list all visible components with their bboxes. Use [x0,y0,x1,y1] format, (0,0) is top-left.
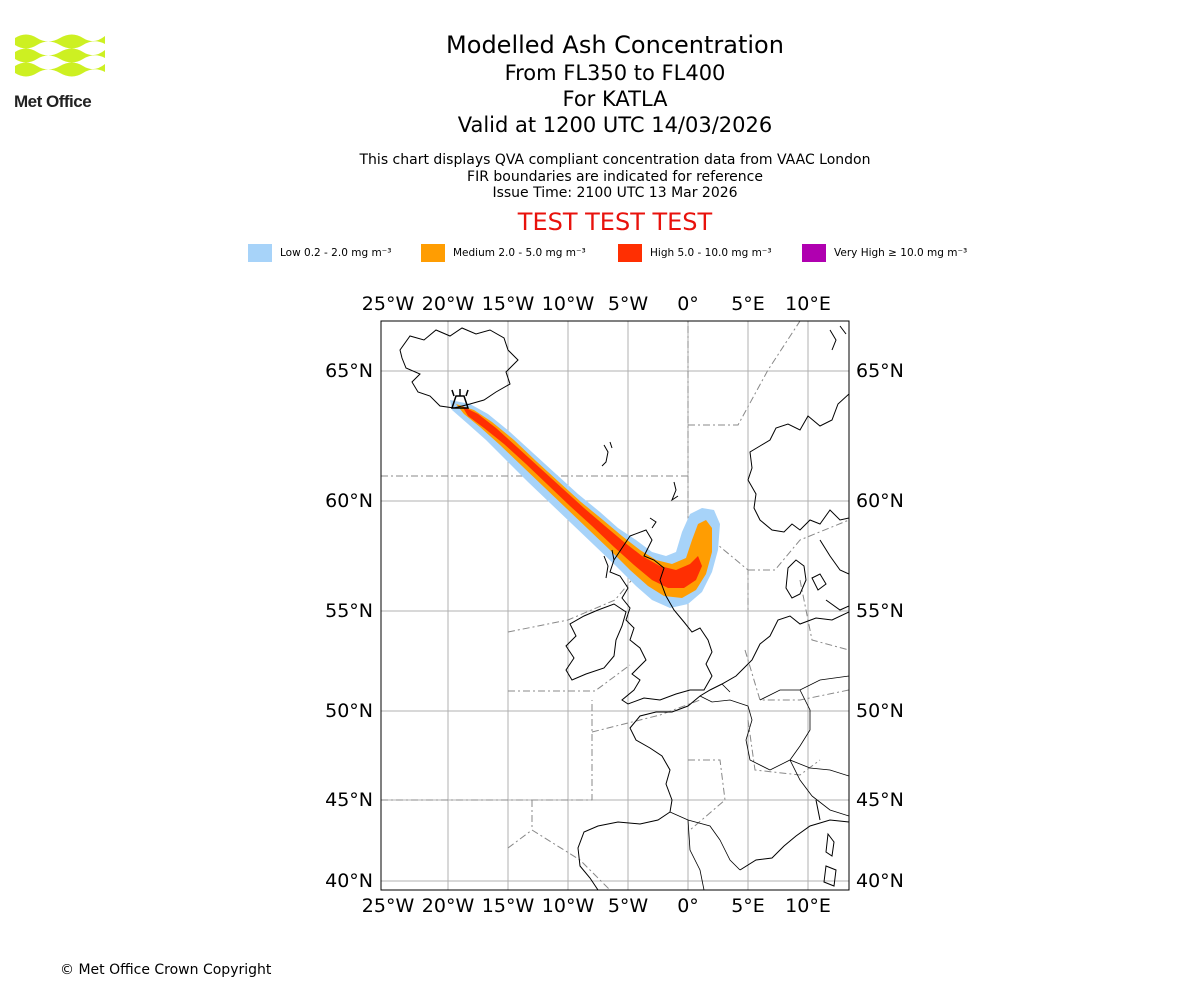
iceland-coastline [399,327,519,409]
hebrides [603,549,615,579]
lat-label: 40°N [856,870,904,892]
volcano-name: For KATLA [562,87,668,111]
copyright: © Met Office Crown Copyright [60,962,272,978]
fir-boundary [744,649,849,701]
met-office-waves-icon [15,34,105,77]
legend-label: Low 0.2 - 2.0 mg m⁻³ [280,247,392,259]
fir-boundary [687,476,749,611]
lat-label: 55°N [856,600,904,622]
ireland-coastline [565,603,627,681]
legend-label: Very High ≥ 10.0 mg m⁻³ [834,247,968,259]
lat-label: 50°N [856,700,904,722]
valid-time: Valid at 1200 UTC 14/03/2026 [457,113,773,137]
lat-label: 65°N [325,360,373,382]
legend-item-low: Low 0.2 - 2.0 mg m⁻³ [248,244,391,262]
lon-label: 10°E [785,895,831,917]
orkney-islands [649,517,657,529]
lon-label: 10°E [785,293,831,315]
chart-header: Modelled Ash Concentration From FL350 to… [315,30,915,236]
lat-label: 45°N [856,789,904,811]
sweden-south-coast [819,539,849,611]
corsica-sardinia [823,832,837,887]
svalbard-fragment [829,325,847,351]
lon-labels-top: 25°W 20°W 15°W 10°W 5°W 0° 5°E 10°E [362,293,831,315]
test-banner: TEST TEST TEST [517,207,713,236]
fir-boundary [748,519,849,571]
legend-swatch [618,244,642,262]
ash-plume-high [462,406,702,588]
chart-title: Modelled Ash Concentration [446,31,784,59]
map-frame [380,320,850,891]
faroe-islands [601,441,613,467]
fir-boundary [507,569,641,633]
shetland-islands [670,481,679,502]
lon-label: 25°W [362,293,415,315]
lat-label: 50°N [325,700,373,722]
lon-label: 20°W [422,895,475,917]
great-britain-coastline [609,529,713,705]
legend-item-medium: Medium 2.0 - 5.0 mg m⁻³ [421,244,586,262]
legend-label: High 5.0 - 10.0 mg m⁻³ [650,247,772,259]
legend: Low 0.2 - 2.0 mg m⁻³ Medium 2.0 - 5.0 mg… [0,244,1200,264]
denmark-coastline [785,559,827,599]
fir-boundary [591,699,701,733]
lon-label: 5°E [731,293,765,315]
lon-label: 25°W [362,895,415,917]
lon-label: 20°W [422,293,475,315]
lat-labels-right: 65°N 60°N 55°N 50°N 45°N 40°N [856,360,904,892]
legend-swatch [802,244,826,262]
fir-boundary [531,800,611,890]
legend-item-very-high: Very High ≥ 10.0 mg m⁻³ [802,244,967,262]
lon-label: 15°W [482,293,535,315]
met-office-logo: Met Office [14,30,114,111]
lon-labels-bottom: 25°W 20°W 15°W 10°W 5°W 0° 5°E 10°E [362,895,831,917]
fir-boundary [507,829,533,849]
europe-coastline [577,611,849,890]
lat-label: 45°N [325,789,373,811]
description-line-1: This chart displays QVA compliant concen… [359,152,871,168]
lon-label: 0° [677,895,699,917]
scandinavia-coastline [747,393,849,533]
fir-boundary [508,664,631,692]
volcano-icon [450,389,470,409]
lon-label: 5°W [608,293,649,315]
lat-label: 65°N [856,360,904,382]
fir-boundary [799,579,849,651]
graticule [381,321,849,890]
lat-labels-left: 65°N 60°N 55°N 50°N 45°N 40°N [325,360,373,892]
lon-label: 15°W [482,895,535,917]
fir-boundary [747,719,821,776]
lon-label: 5°E [731,895,765,917]
legend-swatch [421,244,445,262]
legend-label: Medium 2.0 - 5.0 mg m⁻³ [453,247,586,259]
lon-label: 10°W [542,895,595,917]
fir-boundaries [381,321,849,890]
fir-boundary [381,321,689,477]
legend-item-high: High 5.0 - 10.0 mg m⁻³ [618,244,772,262]
flight-levels: From FL350 to FL400 [504,61,726,85]
lat-label: 60°N [856,490,904,512]
fir-boundary [688,759,726,831]
country-borders [669,675,849,890]
lat-label: 55°N [325,600,373,622]
lon-label: 5°W [608,895,649,917]
lon-label: 0° [677,293,699,315]
lon-label: 10°W [542,293,595,315]
fir-boundary [381,700,593,801]
lat-label: 60°N [325,490,373,512]
logo-text: Met Office [14,92,92,111]
description-line-2: FIR boundaries are indicated for referen… [467,168,763,185]
lat-label: 40°N [325,870,373,892]
legend-swatch [248,244,272,262]
issue-time: Issue Time: 2100 UTC 13 Mar 2026 [492,185,738,201]
fir-boundary [688,321,801,426]
mediterranean-coast [739,799,849,871]
